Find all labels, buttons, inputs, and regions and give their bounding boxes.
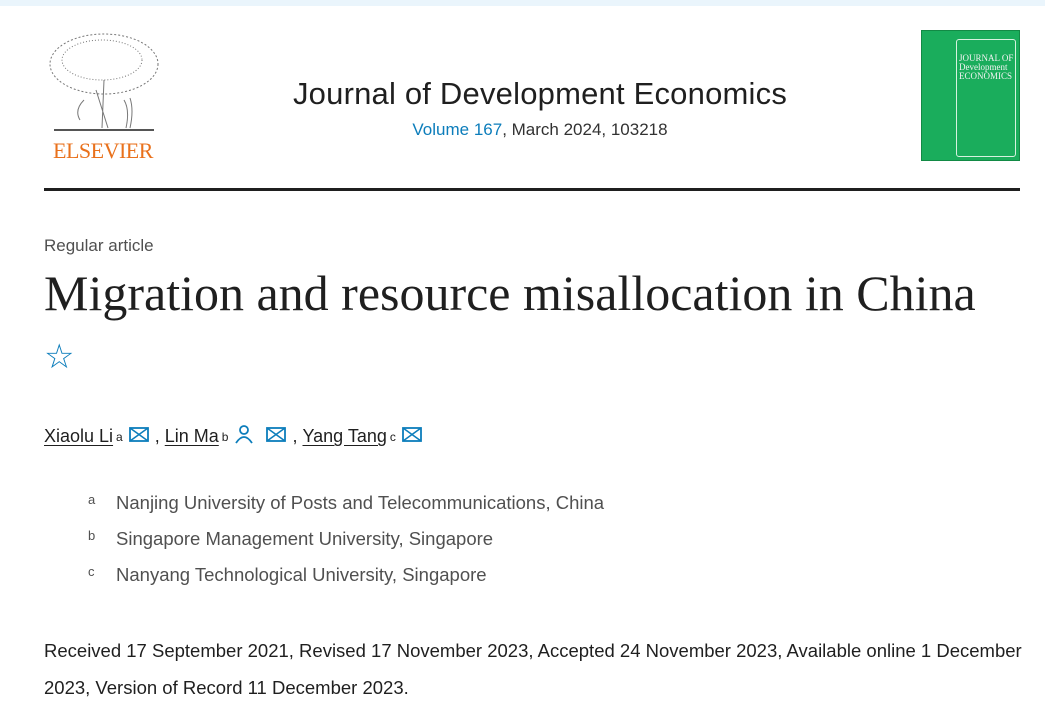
affiliation-sup[interactable]: c — [389, 429, 396, 444]
affiliation-sup[interactable]: a — [116, 429, 123, 444]
affiliation-list: a Nanjing University of Posts and Telecom… — [88, 492, 604, 600]
tree-icon — [49, 33, 159, 131]
article-dates: Received 17 September 2021, Revised 17 N… — [44, 640, 1022, 698]
separator: , — [154, 426, 165, 446]
top-strip — [0, 0, 1045, 6]
email-icon[interactable] — [128, 426, 149, 447]
affiliation-label: c — [88, 564, 95, 579]
cover-frame: JOURNAL OF Development ECONOMICS — [956, 39, 1016, 157]
article-title-text: Migration and resource misallocation in … — [44, 265, 976, 321]
author-link[interactable]: Xiaolu Li — [44, 426, 114, 446]
journal-cover[interactable]: JOURNAL OF Development ECONOMICS — [921, 30, 1020, 161]
journal-header: Journal of Development Economics Volume … — [200, 76, 880, 140]
affiliation-label: a — [88, 492, 96, 507]
affiliation-text: Singapore Management University, Singapo… — [116, 528, 494, 549]
journal-title[interactable]: Journal of Development Economics — [292, 76, 788, 111]
cover-title: JOURNAL OF Development ECONOMICS — [959, 53, 1014, 81]
affiliation-item: c Nanyang Technological University, Singa… — [88, 564, 604, 600]
publisher-name: ELSEVIER — [53, 138, 153, 163]
header-divider — [44, 188, 1020, 191]
affiliation-item: b Singapore Management University, Singap… — [88, 528, 604, 564]
affiliation-text: Nanjing University of Posts and Telecomm… — [116, 492, 605, 513]
elsevier-logo[interactable]: ELSEVIER — [44, 30, 162, 164]
separator: , — [292, 426, 303, 446]
article-title: Migration and resource misallocation in … — [44, 262, 1004, 389]
email-icon[interactable] — [402, 426, 422, 447]
article-type: Regular article — [44, 236, 154, 255]
author-link[interactable]: Yang Tang — [302, 426, 387, 446]
affiliation-text: Nanyang Technological University, Singap… — [116, 564, 487, 585]
person-icon[interactable] — [234, 424, 254, 449]
star-icon[interactable]: ☆ — [44, 339, 75, 376]
affiliation-label: b — [88, 528, 96, 543]
author-link[interactable]: Lin Ma — [164, 426, 219, 446]
affiliation-item: a Nanjing University of Posts and Telecom… — [88, 492, 604, 528]
email-icon[interactable] — [266, 426, 287, 447]
volume-info: Volume 167, March 2024, 103218 — [200, 120, 880, 140]
volume-link[interactable]: Volume 167 — [412, 120, 503, 139]
affiliation-sup[interactable]: b — [221, 429, 229, 444]
author-list: Xiaolu Li a , Lin Ma b , Yang Tang c — [44, 424, 428, 449]
issue-info: , March 2024, 103218 — [502, 120, 668, 139]
